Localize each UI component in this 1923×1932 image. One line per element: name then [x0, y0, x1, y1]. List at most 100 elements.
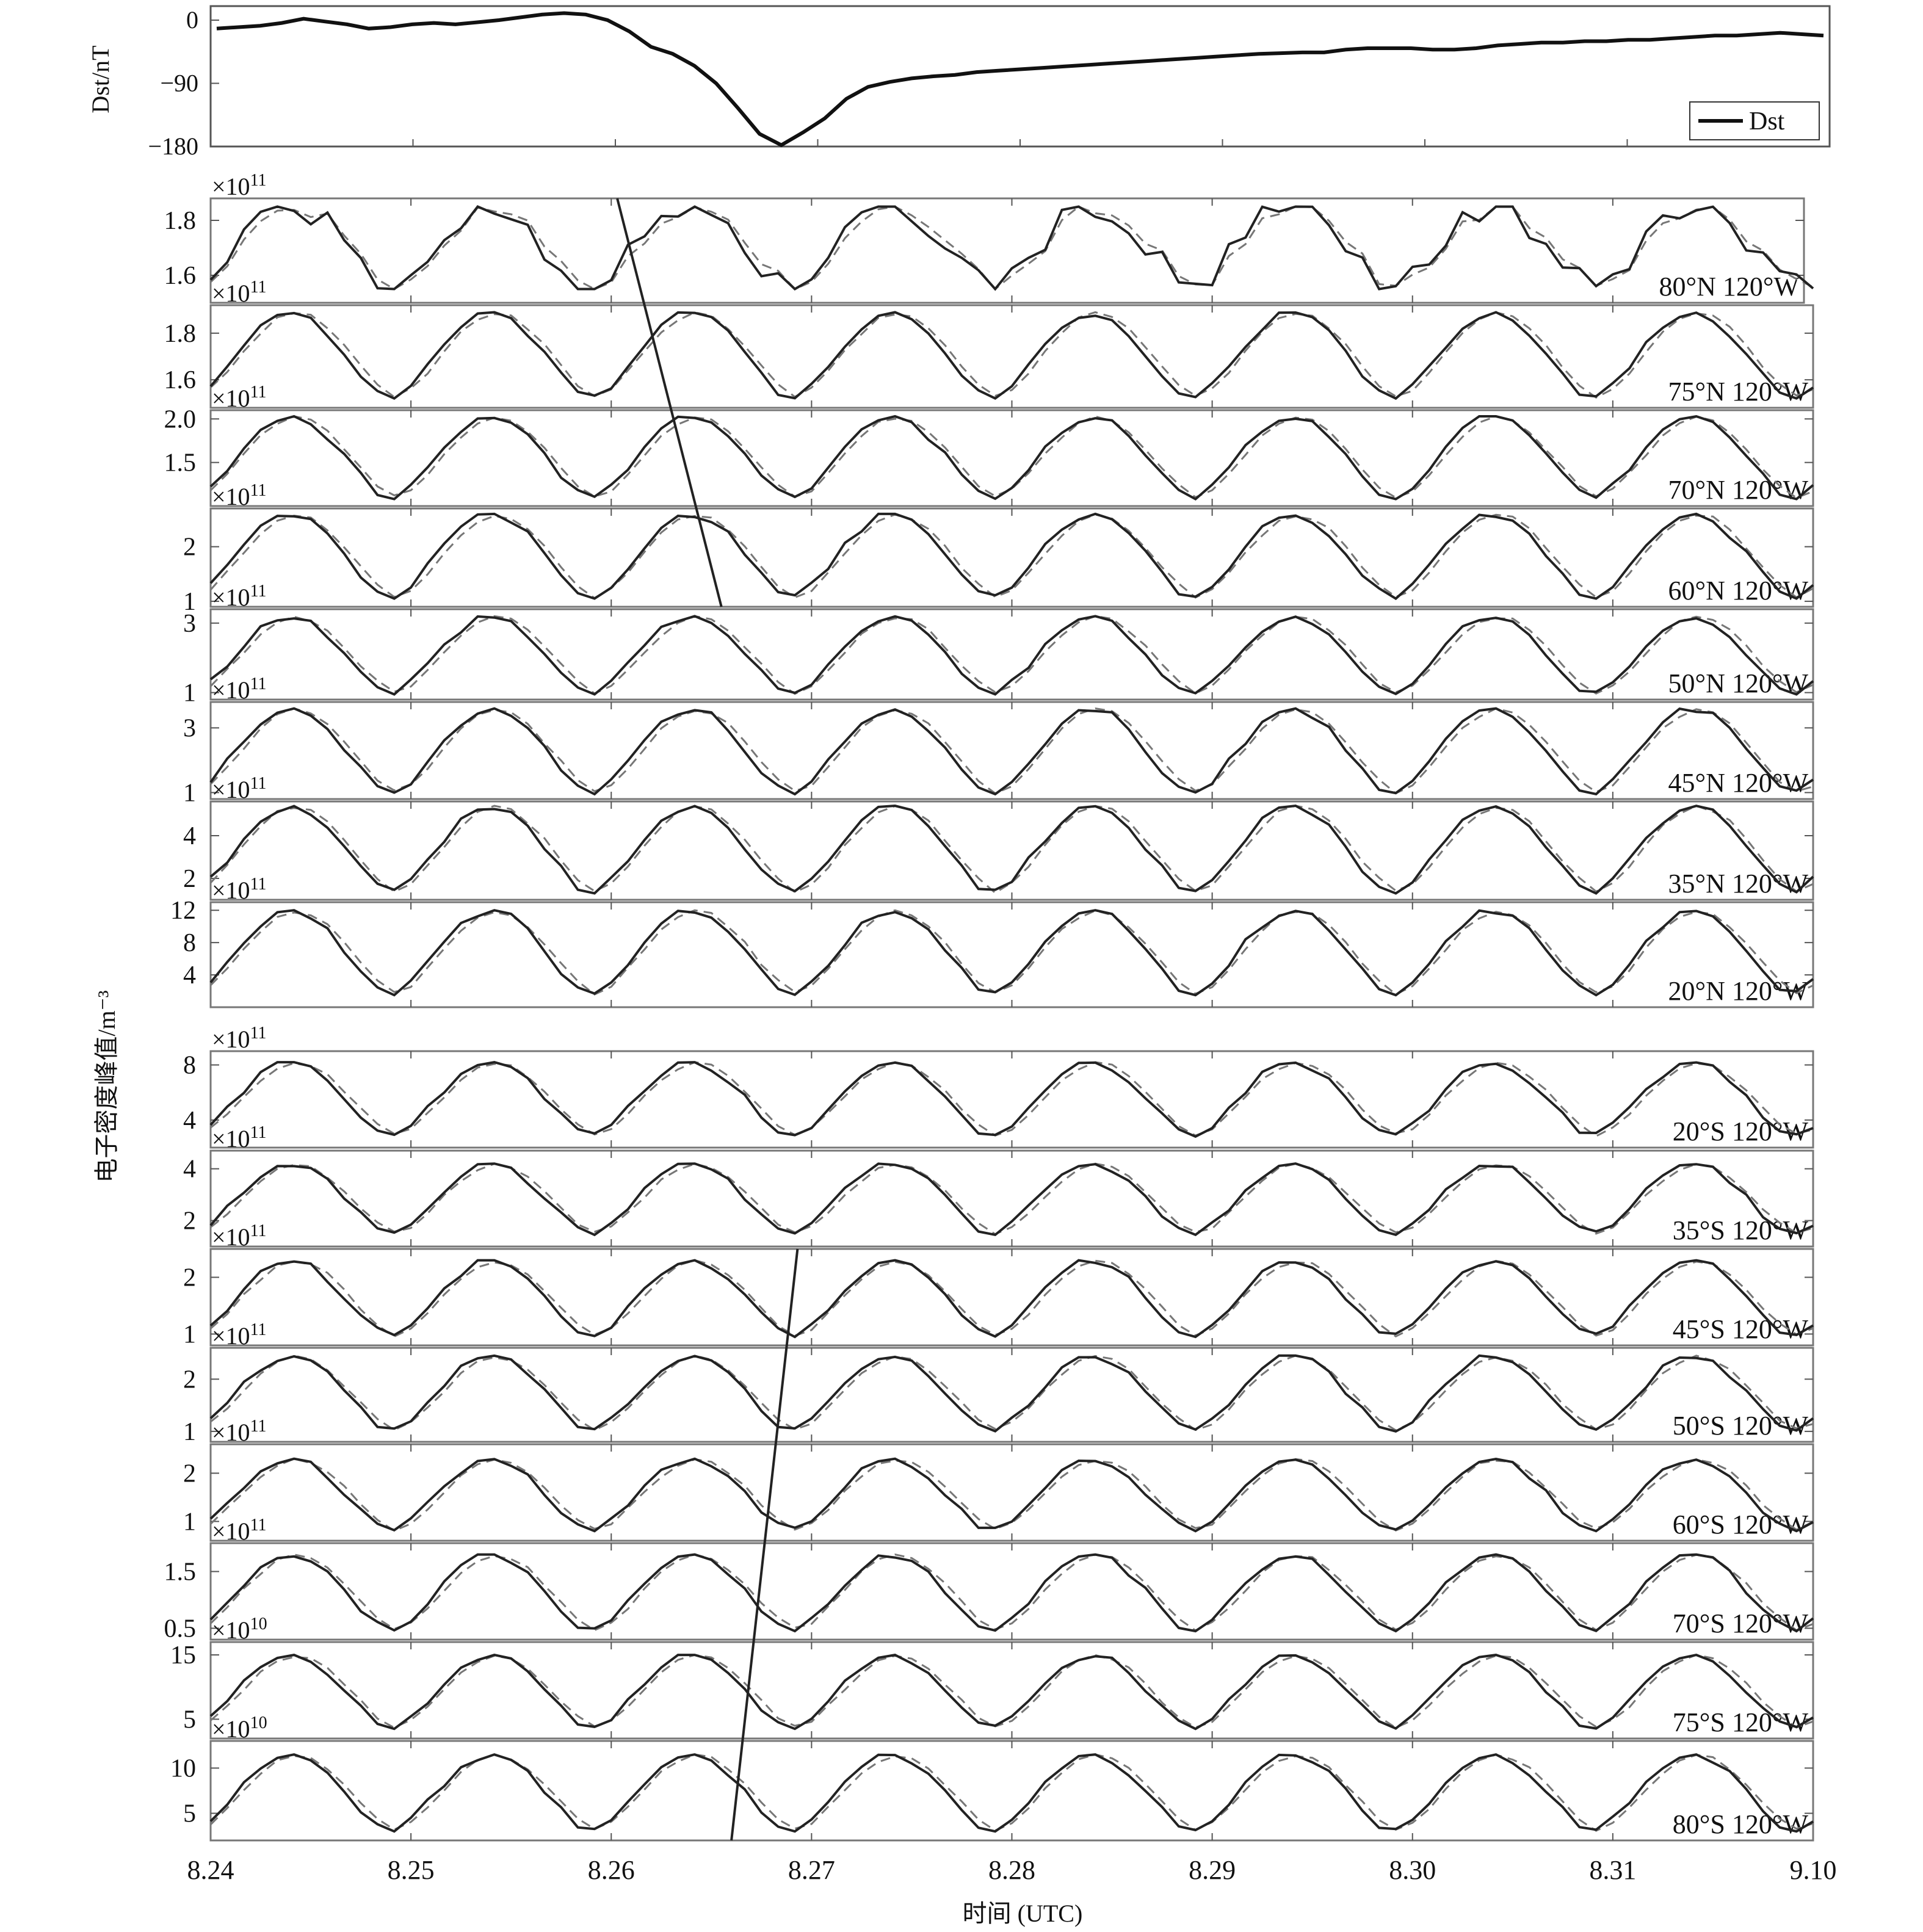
panel-ytick-label: 8	[183, 1052, 196, 1080]
observed-series-line	[209, 1457, 1814, 1533]
observed-series-line	[209, 1162, 1814, 1237]
panel-ytick-label: 1.5	[164, 1558, 197, 1586]
panel-frame	[209, 1248, 1814, 1347]
dst-legend-box	[1689, 101, 1820, 140]
density-panels: 1.6 1.8 ×1011 80°N 120°W 1.6 1.8 ×1011 75°N 120…	[164, 171, 1814, 1842]
annotation-line	[730, 1248, 799, 1841]
observed-series-line	[209, 512, 1814, 601]
panel-ytick-label: 2.0	[164, 405, 197, 433]
dst-y-axis-label: Dst/nT	[87, 45, 114, 113]
panel-ytick-label: 5	[183, 1800, 196, 1828]
density-panel: 4 8 ×1011 20°S 120°W	[183, 1024, 1814, 1149]
panel-ytick-label: 3	[183, 610, 196, 638]
panel-exponent-label: ×1011	[212, 1123, 267, 1153]
panel-exponent-label: ×1011	[212, 875, 267, 905]
x-tick-label: 8.31	[1589, 1855, 1636, 1885]
density-panel: 1 2 ×1011 50°S 120°W	[183, 1320, 1814, 1446]
density-panel: 1.5 2.0 ×1011 70°N 120°W	[164, 383, 1814, 507]
x-tick-label: 9.10	[1790, 1855, 1837, 1885]
panel-frame	[209, 1050, 1814, 1149]
panel-location-label: 35°N 120°W	[1668, 869, 1809, 899]
panel-ytick-label: 10	[170, 1754, 196, 1782]
panel-exponent-label: ×1011	[212, 171, 267, 201]
density-panel: 1.6 1.8 ×1011 75°N 120°W	[164, 278, 1814, 409]
panel-ytick-label: 1	[183, 679, 196, 707]
panel-exponent-label: ×1011	[212, 1417, 267, 1447]
x-tick-label: 8.30	[1389, 1855, 1436, 1885]
x-tick-label: 8.25	[388, 1855, 435, 1885]
dst-legend-label: Dst	[1749, 107, 1785, 136]
panel-location-label: 75°N 120°W	[1668, 377, 1809, 407]
panel-location-label: 45°S 120°W	[1673, 1314, 1809, 1344]
model-series-line	[209, 415, 1814, 499]
density-panel: 1 2 ×1011 60°S 120°W	[183, 1417, 1814, 1542]
density-panel: 1.6 1.8 ×1011 80°N 120°W	[164, 171, 1814, 304]
panel-location-label: 50°N 120°W	[1668, 668, 1809, 698]
density-panel: 5 10 ×1010 80°S 120°W	[170, 1713, 1814, 1842]
panel-ytick-label: 4	[183, 1107, 196, 1135]
y-axis-label: 电子密度峰值/m⁻³	[93, 990, 120, 1182]
panel-exponent-label: ×1011	[212, 1320, 267, 1350]
panel-ytick-label: 8	[183, 929, 196, 957]
model-series-line	[209, 311, 1814, 399]
panel-frame	[209, 409, 1814, 507]
observed-series-line	[209, 1553, 1814, 1633]
x-tick-label: 8.29	[1189, 1855, 1236, 1885]
panel-location-label: 20°S 120°W	[1673, 1116, 1809, 1146]
density-panel: 0.5 1.5 ×1011 70°S 120°W	[164, 1516, 1814, 1643]
panel-ytick-label: 1	[183, 1508, 196, 1536]
panel-ytick-label: 2	[183, 1207, 196, 1236]
model-series-line	[209, 805, 1814, 894]
annotation-lines	[616, 198, 799, 1841]
panel-location-label: 70°N 120°W	[1668, 475, 1809, 505]
model-series-line	[209, 1753, 1814, 1832]
panel-location-label: 45°N 120°W	[1668, 768, 1809, 798]
observed-series-line	[209, 414, 1814, 501]
panel-frame	[209, 304, 1814, 409]
panel-ytick-label: 1.8	[164, 207, 197, 235]
panel-ytick-label: 1	[183, 1320, 196, 1348]
dst-panel: 0 −90 −180 Dst	[148, 5, 1831, 160]
panel-location-label: 50°S 120°W	[1673, 1411, 1809, 1441]
panel-frame	[209, 1347, 1814, 1443]
panel-ytick-label: 12	[170, 897, 196, 925]
observed-series-line	[209, 311, 1814, 400]
panel-exponent-label: ×1011	[212, 481, 267, 511]
density-panel: 1 2 ×1011 45°S 120°W	[183, 1221, 1814, 1348]
panel-location-label: 75°S 120°W	[1673, 1707, 1809, 1737]
panel-exponent-label: ×1011	[212, 582, 267, 612]
panel-ytick-label: 1	[183, 1418, 196, 1446]
panel-ytick-label: 2	[183, 1366, 196, 1394]
panel-frame	[209, 1443, 1814, 1542]
model-series-line	[210, 1355, 1814, 1431]
model-series-line	[210, 1162, 1814, 1236]
panel-ytick-label: 5	[183, 1706, 196, 1734]
x-tick-label: 8.26	[588, 1855, 635, 1885]
panel-ytick-label: 1	[183, 779, 196, 807]
panel-ytick-label: 1.6	[164, 262, 197, 290]
annotation-line	[616, 198, 723, 607]
dst-series-line	[216, 11, 1824, 148]
panel-frame	[209, 507, 1814, 608]
panel-frame	[209, 1740, 1814, 1842]
density-panel: 5 15 ×1010 75°S 120°W	[170, 1615, 1814, 1740]
panel-ytick-label: 1.6	[164, 366, 197, 394]
panel-ytick-label: 1	[183, 588, 196, 616]
panel-ytick-label: 4	[183, 822, 196, 850]
panel-frame	[209, 901, 1814, 1008]
dst-ytick-label: 0	[186, 6, 198, 34]
panel-ytick-label: 3	[183, 714, 196, 742]
panel-ytick-label: 0.5	[164, 1615, 197, 1643]
panel-location-label: 60°N 120°W	[1668, 576, 1809, 606]
density-panel: 1 2 ×1011 60°N 120°W	[183, 481, 1814, 616]
model-series-line	[210, 1259, 1814, 1338]
model-series-line	[209, 707, 1814, 795]
panel-frame	[209, 608, 1814, 701]
observed-series-line	[209, 707, 1814, 796]
panel-ytick-label: 2	[183, 865, 196, 893]
panel-frame	[209, 1149, 1814, 1248]
panel-exponent-label: ×1011	[212, 1221, 267, 1251]
